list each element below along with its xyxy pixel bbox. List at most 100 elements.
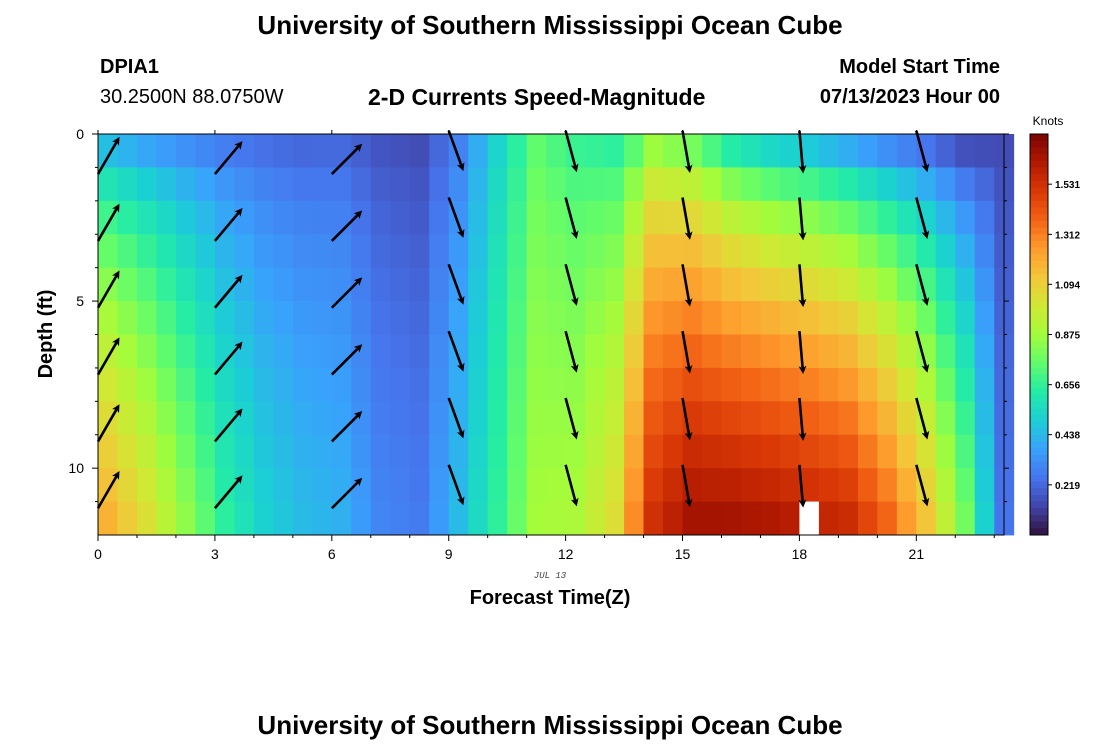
heatmap-cell (175, 167, 196, 202)
heatmap-cell (546, 367, 567, 402)
heatmap-cell (98, 501, 118, 536)
heatmap-cell (507, 367, 528, 402)
heatmap-cell (546, 134, 567, 168)
heatmap-cell (526, 200, 547, 235)
heatmap-cell (916, 167, 937, 202)
heatmap-cell (955, 267, 976, 302)
current-vector-arrow (564, 263, 579, 306)
colorbar-segment (1030, 187, 1048, 195)
heatmap-cell (760, 134, 781, 168)
heatmap-cell (624, 200, 644, 235)
heatmap-cell (195, 134, 216, 168)
heatmap-cell (643, 367, 664, 402)
heatmap-cell (234, 334, 255, 369)
heatmap-cell (955, 501, 976, 536)
heatmap-cell (838, 134, 859, 168)
heatmap-cell (818, 401, 839, 436)
x-tick-label: 18 (792, 546, 808, 562)
heatmap-cell (702, 200, 722, 235)
heatmap-cell (974, 334, 995, 369)
heatmap-cell (156, 367, 177, 402)
heatmap-cell (312, 434, 333, 469)
colorbar-label: Knots (1033, 114, 1064, 128)
heatmap-cell (760, 301, 781, 335)
colorbar-tick-label: 1.312 (1055, 230, 1080, 241)
current-vector-arrow (798, 464, 807, 508)
heatmap-cell (487, 134, 508, 168)
heatmap-cell (136, 434, 157, 469)
heatmap-cell (195, 334, 216, 369)
current-vector-arrow (213, 341, 243, 376)
heatmap-cell (935, 401, 956, 436)
heatmap-cell (818, 167, 839, 202)
current-vector-arrow (96, 337, 120, 376)
heatmap-cell (448, 434, 469, 469)
heatmap-cell (409, 434, 430, 469)
heatmap-cell (935, 434, 956, 469)
heatmap-cell (312, 334, 333, 369)
heatmap-cell (98, 234, 118, 269)
heatmap-cell (117, 334, 138, 369)
heatmap-cell (585, 401, 605, 436)
heatmap-cell (838, 167, 859, 202)
heatmap-cell (253, 401, 274, 436)
colorbar-segment (1030, 200, 1048, 209)
heatmap-cell (390, 401, 411, 436)
heatmap-cell (721, 401, 742, 436)
heatmap-cell (604, 167, 625, 202)
current-vector-arrow (96, 203, 120, 242)
heatmap-cell (253, 301, 274, 335)
heatmap-cell (214, 367, 235, 402)
current-vector-arrow (915, 263, 930, 306)
heatmap-cell (877, 234, 898, 269)
heatmap-cell (429, 134, 450, 168)
heatmap-cell (604, 468, 625, 502)
heatmap-cells (98, 134, 1015, 536)
heatmap-cell (292, 267, 313, 302)
colorbar-segment (1030, 421, 1048, 429)
heatmap-cell (702, 501, 722, 536)
heatmap-cell (877, 334, 898, 369)
heatmap-cell (117, 267, 138, 302)
heatmap-cell (916, 301, 937, 335)
heatmap-cell (487, 301, 508, 335)
heatmap-cell (214, 334, 235, 369)
current-vector-arrow (564, 330, 579, 373)
heatmap-cell (799, 334, 820, 369)
colorbar-tick-label: 0.656 (1055, 381, 1080, 392)
heatmap-cell (585, 434, 605, 469)
heatmap-cell (253, 167, 274, 202)
heatmap-cell (974, 468, 995, 502)
heatmap-cell (974, 301, 995, 335)
heatmap-cell (390, 200, 411, 235)
colorbar-segment (1030, 267, 1048, 275)
heatmap-cell (799, 301, 820, 335)
heatmap-cell (682, 501, 703, 536)
heatmap-cell (409, 501, 430, 536)
heatmap-cell (273, 501, 294, 536)
heatmap-cell (779, 267, 800, 302)
heatmap-cell (663, 301, 683, 335)
heatmap-cell (429, 434, 450, 469)
heatmap-cell (526, 501, 547, 536)
heatmap-cell (643, 200, 664, 235)
heatmap-cell (507, 234, 528, 269)
heatmap-cell (136, 334, 157, 369)
heatmap-cell (487, 434, 508, 469)
colorbar-segment (1030, 234, 1048, 242)
heatmap-cell (546, 167, 567, 202)
heatmap-cell (818, 434, 839, 469)
heatmap-cell (877, 501, 898, 536)
missing-cell (799, 501, 820, 536)
heatmap-cell (507, 167, 528, 202)
current-vector-arrow (915, 330, 930, 373)
heatmap-cell (468, 301, 489, 335)
heatmap-cell (429, 334, 450, 369)
date-label: JUL 13 (534, 571, 567, 581)
heatmap-cell (292, 200, 313, 235)
heatmap-cell (760, 468, 781, 502)
heatmap-cell (253, 468, 274, 502)
heatmap-cell (487, 468, 508, 502)
colorbar-segment (1030, 468, 1048, 476)
heatmap-cell (292, 334, 313, 369)
